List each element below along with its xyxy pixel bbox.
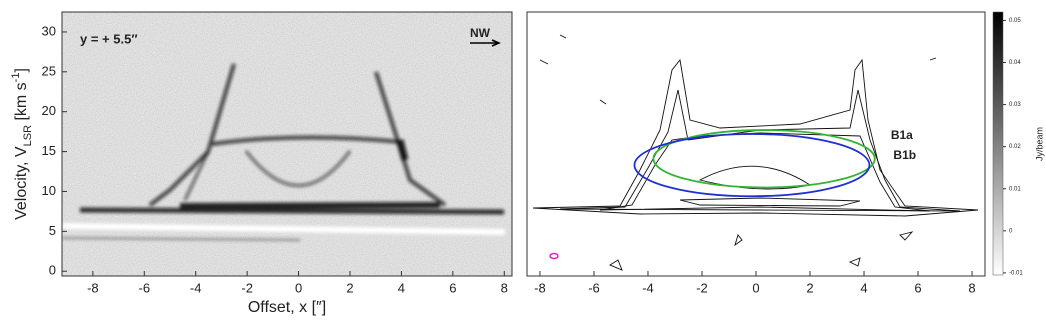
label-sup: -1 xyxy=(10,73,22,83)
x-tick-label: 4 xyxy=(860,280,867,295)
x-tick-label: 4 xyxy=(398,280,405,295)
x-tick-label: 8 xyxy=(968,280,975,295)
x-tick-label: 0 xyxy=(752,280,759,295)
y-tick-label: 0 xyxy=(49,263,56,278)
y-tick-label: 30 xyxy=(42,23,56,38)
x-tick-label: -2 xyxy=(696,280,708,295)
colorbar-tick-label: 0.03 xyxy=(1009,102,1021,108)
colorbar-label: Jy/beam xyxy=(1034,127,1044,161)
x-tick-label: 2 xyxy=(806,280,813,295)
annotation: NW xyxy=(470,26,491,40)
x-tick-label: 6 xyxy=(914,280,921,295)
y-tick-label: 15 xyxy=(42,143,56,158)
x-tick-label: -4 xyxy=(642,280,654,295)
x-tick-label: -6 xyxy=(588,280,600,295)
x-tick-label: -8 xyxy=(534,280,546,295)
x-tick-label: 6 xyxy=(449,280,456,295)
fit-ellipse xyxy=(633,133,871,198)
colorbar xyxy=(992,11,1004,276)
y-tick-label: 5 xyxy=(49,223,56,238)
plot-frame xyxy=(61,11,513,277)
colorbar-tick-label: 0.04 xyxy=(1009,60,1021,66)
x-tick-label: -8 xyxy=(87,280,99,295)
colorbar-tick-label: 0.05 xyxy=(1009,18,1021,24)
y-tick-label: 20 xyxy=(42,103,56,118)
plot-frame xyxy=(526,11,986,277)
colorbar-tick-label: 0 xyxy=(1009,228,1013,234)
x-axis-label: Offset, x [″] xyxy=(248,299,326,316)
label-part: [km s xyxy=(13,82,30,125)
pv-image xyxy=(62,12,512,276)
colorbar-tick-label: -0.01 xyxy=(1009,270,1023,276)
y-tick-label: 10 xyxy=(42,183,56,198)
x-tick-label: 8 xyxy=(501,280,508,295)
x-tick-label: -2 xyxy=(241,280,253,295)
ellipse-label: B1a xyxy=(891,128,913,142)
ellipse-label: B1b xyxy=(893,148,916,162)
beam xyxy=(549,252,559,260)
label-sub: LSR xyxy=(22,125,34,146)
label-part: Velocity, V xyxy=(13,146,30,220)
x-tick-label: 2 xyxy=(346,280,353,295)
colorbar-tick-label: 0.01 xyxy=(1009,186,1021,192)
label-part: ] xyxy=(13,68,30,72)
fit-ellipse xyxy=(652,129,876,189)
y-tick-label: 25 xyxy=(42,63,56,78)
x-tick-label: -4 xyxy=(190,280,202,295)
direction-arrow xyxy=(470,39,501,47)
annotation: y = + 5.5″ xyxy=(80,31,138,46)
y-axis-label: Velocity, VLSR [km s-1] xyxy=(10,68,34,220)
x-tick-label: -6 xyxy=(139,280,151,295)
colorbar-tick-label: 0.02 xyxy=(1009,144,1021,150)
x-tick-label: 0 xyxy=(295,280,302,295)
